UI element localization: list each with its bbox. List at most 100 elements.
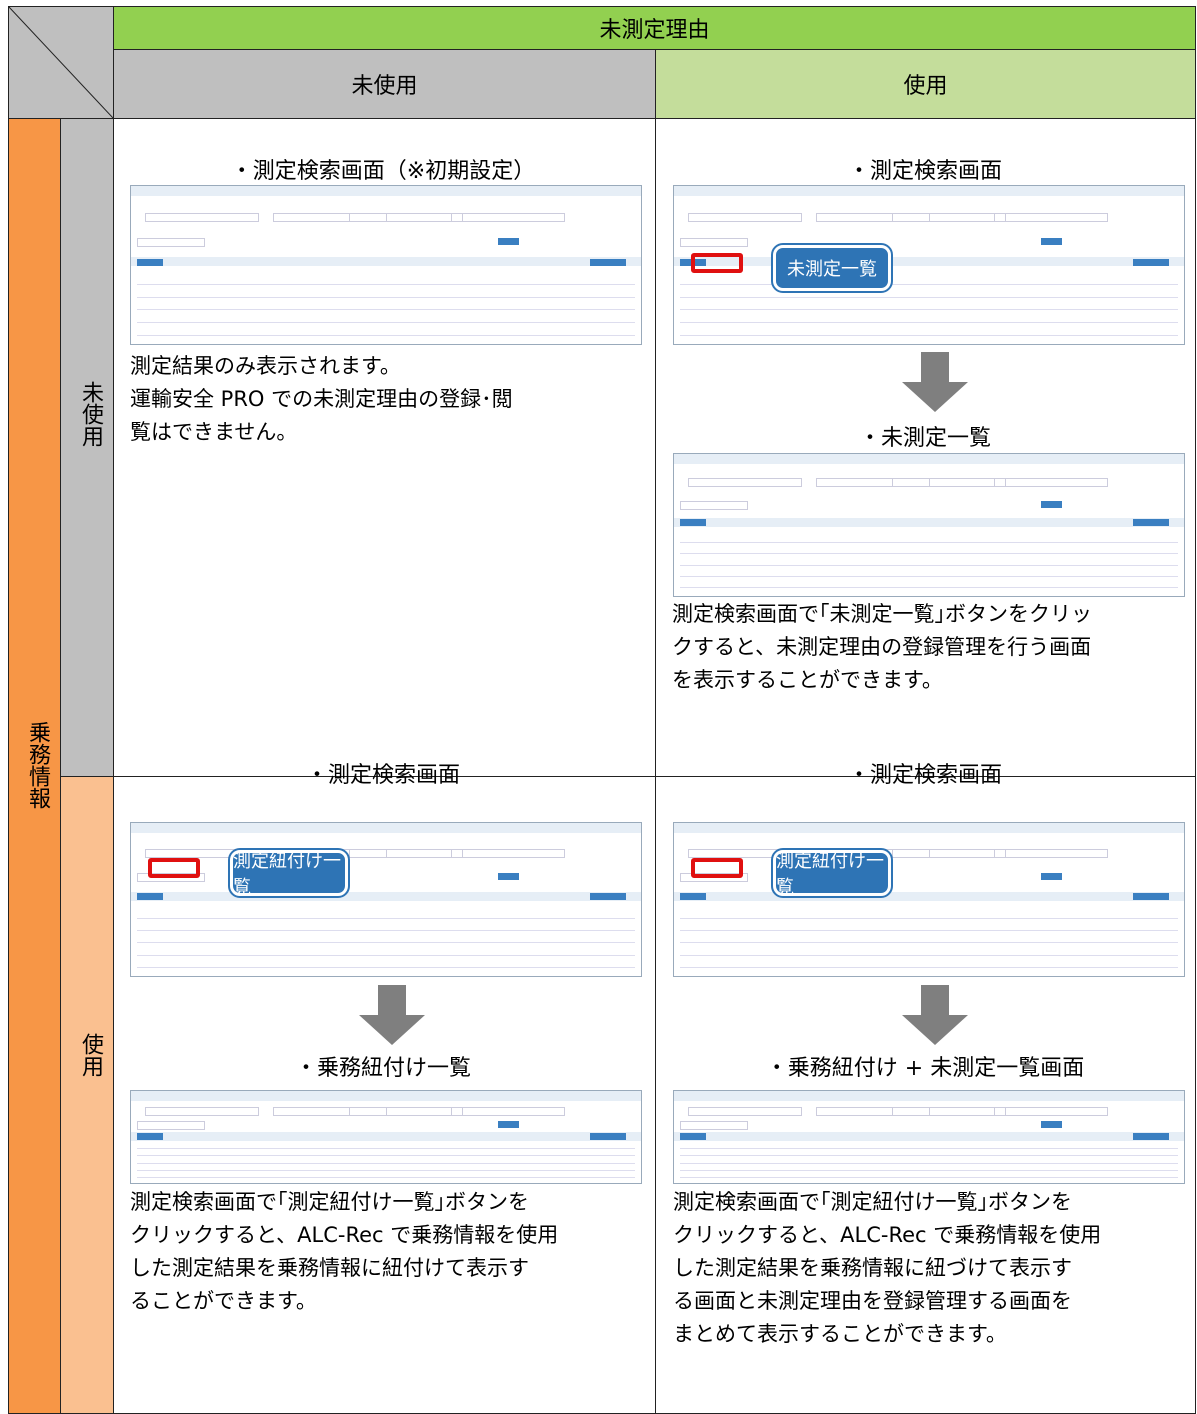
screenshot bbox=[130, 1090, 642, 1184]
heading: ・測定検索画面 bbox=[305, 763, 460, 788]
table-row bbox=[680, 1177, 1178, 1179]
table-row bbox=[680, 321, 1178, 323]
callout: 測定紐付け一覧 bbox=[228, 848, 350, 898]
text-line: した測定結果を乗務情報に紐付けて表示す bbox=[130, 1256, 529, 1280]
group-header: 未測定理由 bbox=[113, 6, 1196, 50]
field bbox=[892, 849, 1007, 858]
field bbox=[688, 212, 803, 222]
toolbar bbox=[674, 517, 1184, 527]
down-arrow bbox=[902, 985, 968, 1045]
panel-bar bbox=[131, 186, 641, 196]
row-label: 未使用 bbox=[78, 381, 103, 447]
field bbox=[145, 212, 260, 222]
heading: ・乗務紐付け + 未測定一覧画面 bbox=[765, 1056, 1085, 1081]
table-row bbox=[137, 1162, 635, 1164]
field bbox=[680, 1121, 749, 1131]
text-line: 覧はできません。 bbox=[130, 420, 298, 444]
heading: ・未測定一覧 bbox=[858, 426, 991, 451]
paragraph: 測定検索画面で｢測定紐付け一覧｣ボタンを クリックすると、ALC-Rec で乗務情… bbox=[130, 1186, 558, 1318]
table-row bbox=[137, 954, 635, 956]
screenshot bbox=[673, 185, 1185, 345]
col-header: 未使用 bbox=[113, 49, 656, 119]
text-line: クすると、未測定理由の登録管理を行う画面 bbox=[672, 635, 1092, 659]
text-line: まとめて表示することができます。 bbox=[673, 1322, 1007, 1346]
table-row bbox=[137, 966, 635, 968]
button bbox=[1133, 1133, 1169, 1141]
button bbox=[680, 1133, 706, 1141]
toolbar bbox=[131, 891, 641, 901]
panel-bar bbox=[131, 1091, 641, 1101]
row-group-cell: 乗務情報 bbox=[8, 118, 61, 1414]
highlight-box bbox=[148, 858, 200, 878]
heading: ・乗務紐付け一覧 bbox=[294, 1056, 471, 1081]
screenshot bbox=[130, 822, 642, 977]
table-row bbox=[137, 917, 635, 919]
field bbox=[688, 478, 803, 488]
toolbar bbox=[131, 1132, 641, 1142]
button bbox=[590, 893, 626, 901]
table-row bbox=[680, 954, 1178, 956]
field bbox=[272, 1106, 387, 1116]
text-line: 測定検索画面で｢未測定一覧｣ボタンをクリッ bbox=[672, 602, 1092, 626]
text-line: クリックすると、ALC-Rec で乗務情報を使用 bbox=[673, 1223, 1102, 1247]
field bbox=[137, 873, 206, 883]
table-row bbox=[680, 942, 1178, 944]
col-header: 使用 bbox=[655, 49, 1196, 119]
callout: 測定紐付け一覧 bbox=[771, 848, 893, 898]
button bbox=[680, 519, 706, 527]
field bbox=[349, 1106, 464, 1116]
table-row bbox=[680, 1162, 1178, 1164]
callout: 未測定一覧 bbox=[771, 243, 893, 293]
field bbox=[680, 873, 749, 883]
table-row bbox=[137, 1155, 635, 1157]
field bbox=[688, 1106, 803, 1116]
table-row bbox=[680, 1155, 1178, 1157]
text-line: ることができます。 bbox=[130, 1289, 317, 1313]
table-row bbox=[680, 283, 1178, 285]
highlight-box bbox=[691, 858, 743, 878]
button bbox=[1041, 873, 1062, 881]
table-row bbox=[137, 334, 635, 336]
field bbox=[815, 1106, 930, 1116]
field bbox=[680, 238, 749, 248]
field bbox=[349, 212, 464, 222]
text-line: を表示することができます。 bbox=[672, 668, 943, 692]
field bbox=[349, 849, 464, 858]
field bbox=[994, 478, 1109, 488]
text-line: 測定検索画面で｢測定紐付け一覧｣ボタンを bbox=[130, 1190, 529, 1214]
table-row bbox=[680, 917, 1178, 919]
heading: ・測定検索画面 bbox=[847, 763, 1002, 788]
heading: ・測定検索画面（※初期設定） bbox=[230, 159, 536, 184]
field bbox=[994, 212, 1109, 222]
toolbar bbox=[674, 891, 1184, 901]
field bbox=[137, 238, 206, 248]
button bbox=[1041, 500, 1062, 508]
button bbox=[1041, 1121, 1062, 1129]
heading: ・測定検索画面 bbox=[847, 159, 1002, 184]
paragraph: 測定結果のみ表示されます。 運輸安全 PRO での未測定理由の登録･閲 覧はできませ… bbox=[130, 350, 513, 449]
field bbox=[680, 500, 749, 510]
table-row bbox=[680, 587, 1178, 589]
table-row bbox=[137, 1148, 635, 1150]
table-row bbox=[137, 942, 635, 944]
row-header: 未使用 bbox=[60, 118, 114, 777]
row-label: 使用 bbox=[78, 1033, 103, 1077]
table-row bbox=[137, 1170, 635, 1172]
panel-bar bbox=[674, 1091, 1184, 1101]
table-row bbox=[680, 930, 1178, 932]
table-row bbox=[680, 1170, 1178, 1172]
table-row bbox=[137, 930, 635, 932]
screenshot bbox=[130, 185, 642, 345]
table-row bbox=[680, 564, 1178, 566]
panel-bar bbox=[131, 823, 641, 833]
field bbox=[892, 212, 1007, 222]
toolbar bbox=[674, 257, 1184, 267]
field bbox=[815, 212, 930, 222]
field bbox=[892, 478, 1007, 488]
field bbox=[994, 1106, 1109, 1116]
button bbox=[137, 1133, 163, 1141]
field bbox=[892, 1106, 1007, 1116]
text-line: 測定検索画面で｢測定紐付け一覧｣ボタンを bbox=[673, 1190, 1072, 1214]
table-row bbox=[137, 283, 635, 285]
